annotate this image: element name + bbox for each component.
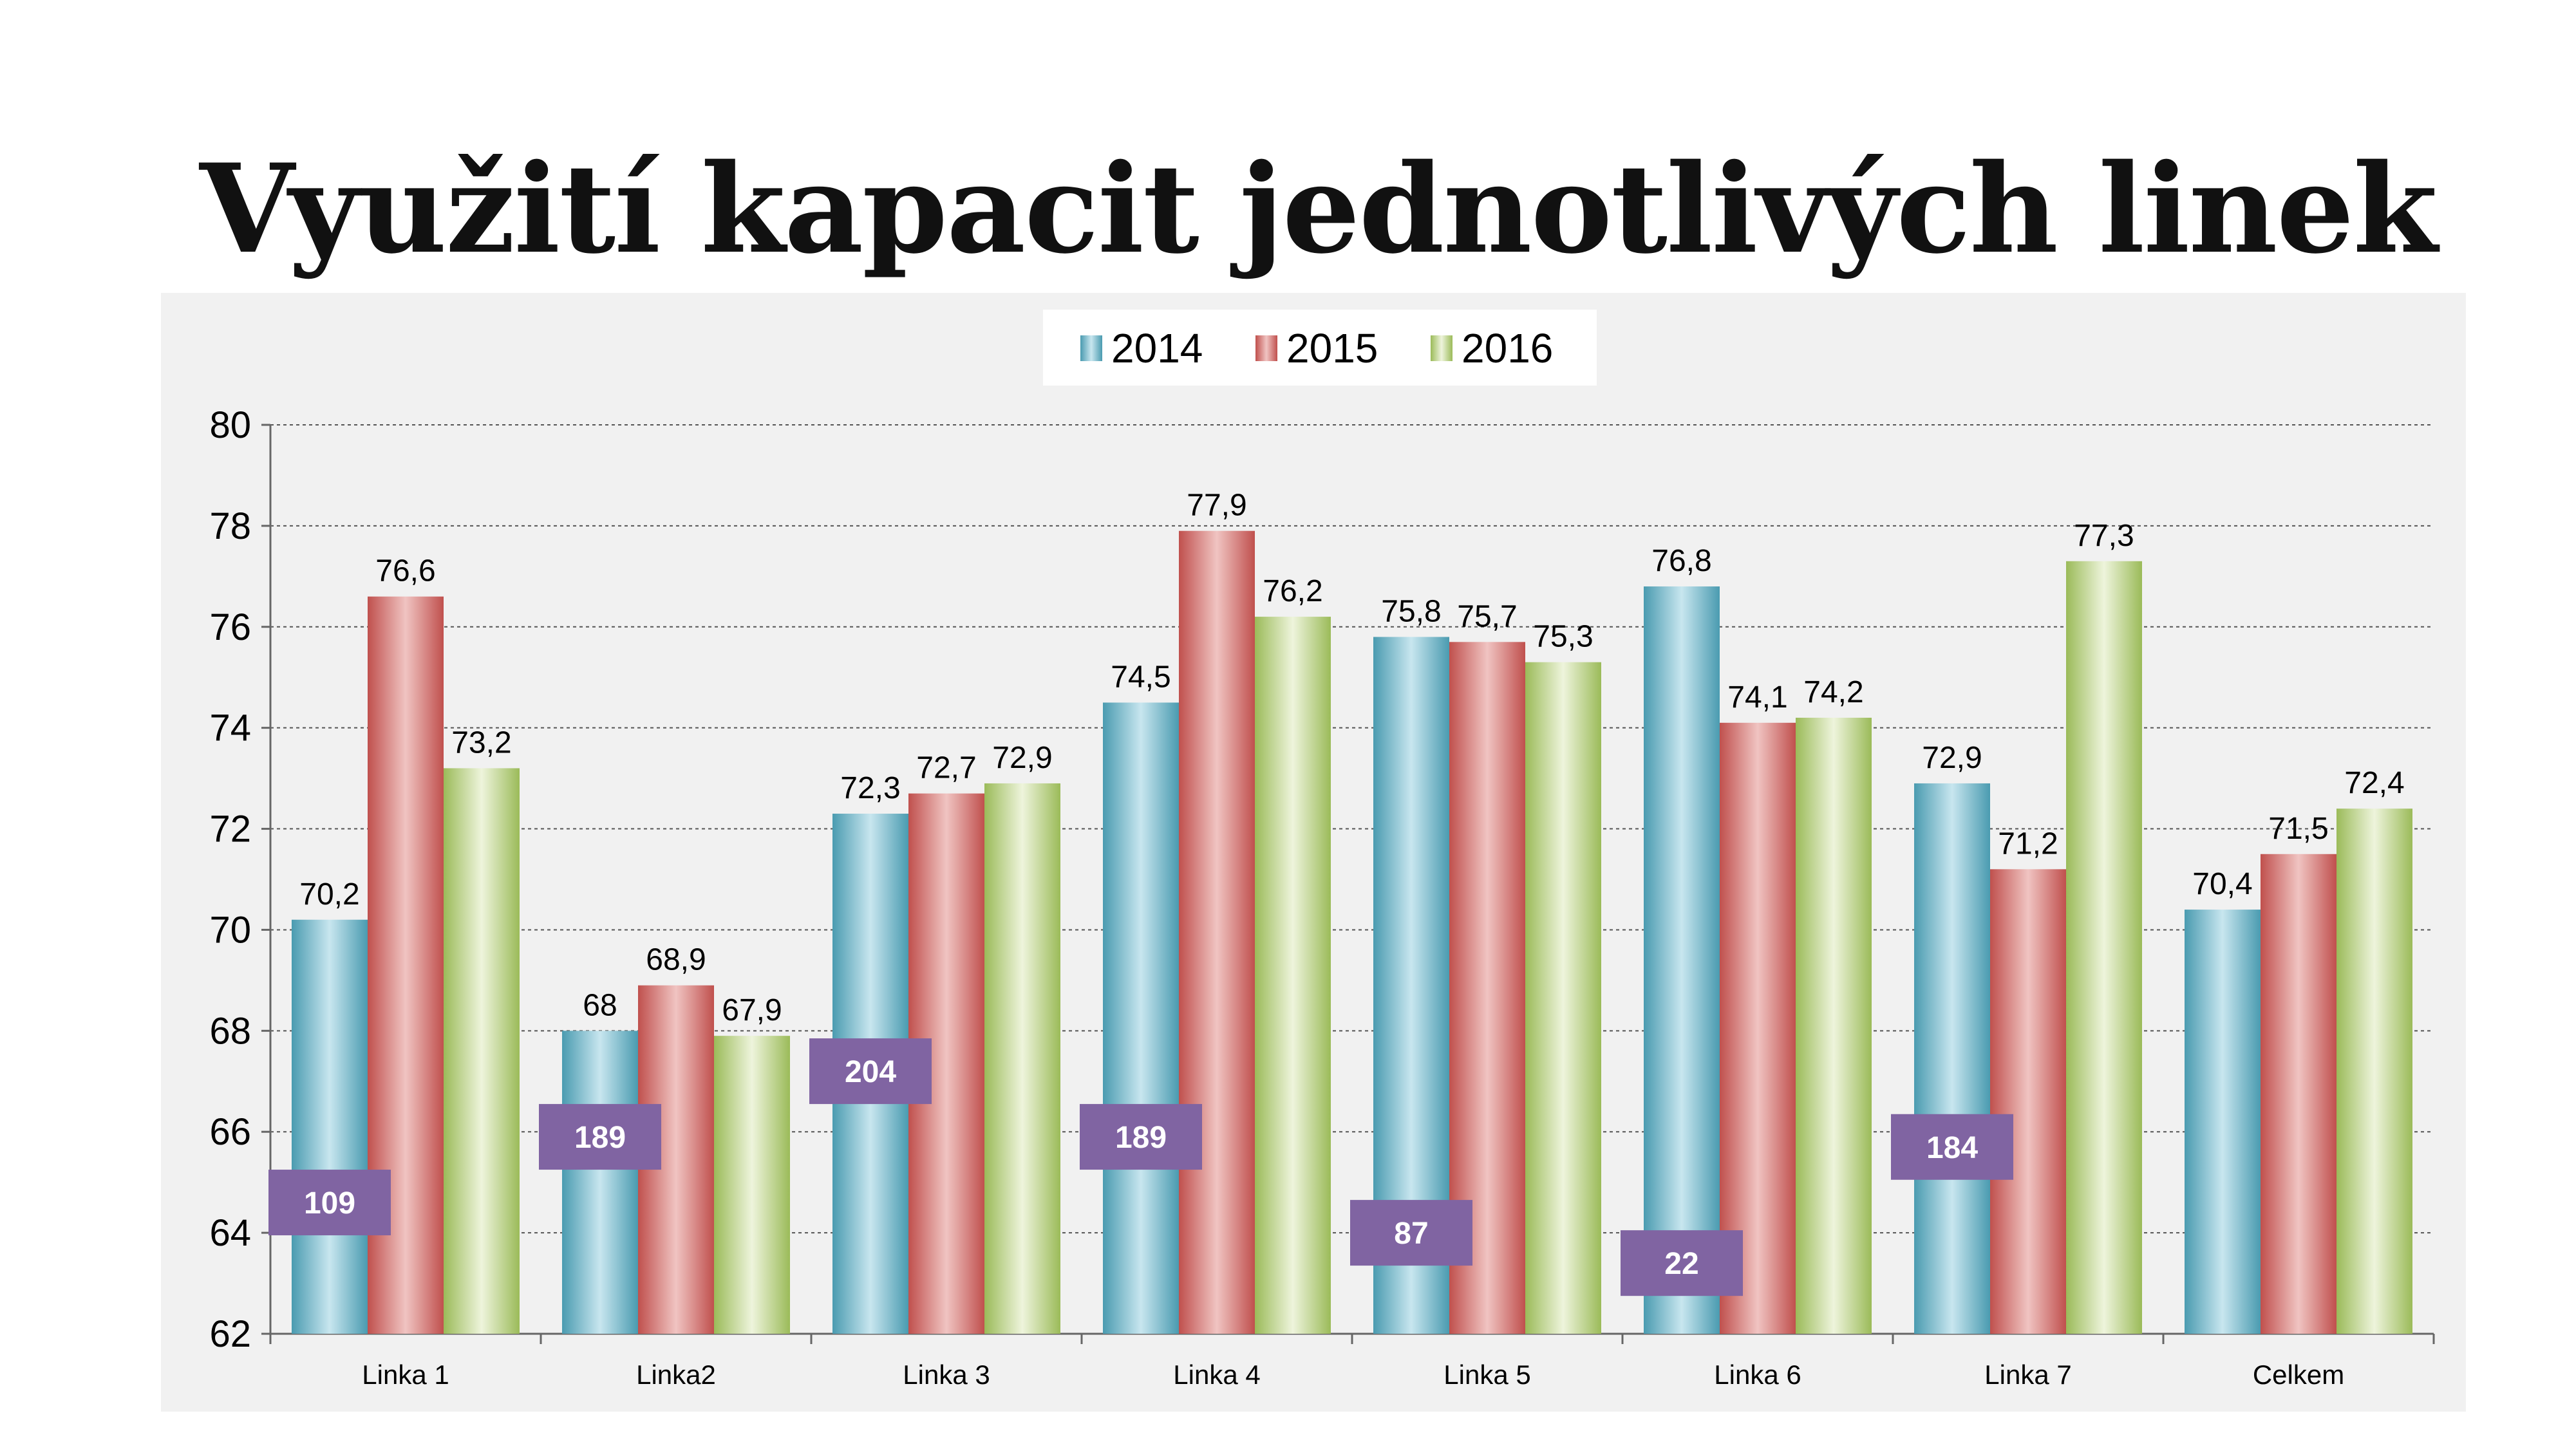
data-label: 75,7	[1457, 599, 1517, 633]
bar-2015	[2261, 854, 2336, 1334]
legend-label: 2016	[1462, 325, 1553, 371]
badge-label: 87	[1394, 1217, 1428, 1251]
data-label: 68	[583, 988, 617, 1022]
data-label: 74,5	[1111, 660, 1170, 694]
badge: 204	[809, 1038, 932, 1105]
badge: 189	[1080, 1104, 1202, 1170]
data-label: 76,8	[1651, 544, 1711, 578]
data-labels: 70,2 68 72,3 74,5 75,8 76,8 72,9 70,4 76,6 68,9 72…	[299, 489, 2404, 1027]
legend-label: 2015	[1286, 325, 1378, 371]
badge-box	[1350, 1200, 1472, 1266]
bar-2016	[1796, 717, 1872, 1334]
page-title: Využití kapacit jednotlivých linek	[200, 137, 2438, 281]
data-label: 73,2	[451, 725, 511, 760]
bar-2014	[1644, 586, 1720, 1334]
badge-box	[1080, 1104, 1202, 1170]
bar-2015	[1990, 869, 2066, 1334]
data-label: 77,3	[2074, 519, 2134, 553]
badge-box	[268, 1170, 391, 1236]
badge-label: 22	[1664, 1247, 1698, 1281]
annotation-badges: 109 189 204 189 87 22 184	[268, 1038, 2013, 1296]
badge-box	[1621, 1230, 1743, 1296]
badge-label: 109	[304, 1186, 355, 1220]
bar-2014	[562, 1031, 638, 1334]
data-label: 72,9	[1922, 741, 1982, 775]
x-tick-label: Linka 5	[1443, 1360, 1530, 1390]
badge-box	[539, 1104, 661, 1170]
x-tick-label: Linka 7	[1984, 1360, 2071, 1390]
bar-chart: 2014 2015 2016 62 64 66 68 70 72 74 76 78 80 Linka 1…	[161, 293, 2466, 1412]
legend-swatch-2014	[1080, 335, 1102, 361]
data-label: 75,3	[1533, 620, 1593, 654]
bar-2016	[1525, 662, 1601, 1334]
legend-label: 2014	[1111, 325, 1203, 371]
data-label: 74,1	[1727, 680, 1787, 715]
badge: 22	[1621, 1230, 1743, 1296]
data-label: 74,2	[1803, 675, 1863, 709]
bar-2016	[2066, 561, 2142, 1334]
data-label: 77,9	[1187, 489, 1246, 523]
y-tick-label: 78	[209, 505, 251, 547]
bar-2016	[984, 783, 1060, 1334]
bar-2016	[2336, 809, 2412, 1334]
data-label: 76,6	[375, 554, 435, 588]
badge-label: 204	[845, 1055, 896, 1089]
data-label: 70,4	[2192, 867, 2252, 901]
chart-area: 2014 2015 2016 62 64 66 68 70 72 74 76 78 80 Linka 1…	[161, 293, 2466, 1412]
bar-2014	[292, 919, 368, 1334]
bar-2015	[1179, 530, 1255, 1334]
badge-label: 189	[1115, 1121, 1167, 1155]
data-label: 75,8	[1381, 594, 1441, 628]
y-tick-label: 76	[209, 606, 251, 648]
badge: 184	[1891, 1114, 2013, 1180]
x-tick-label: Linka 4	[1173, 1360, 1260, 1390]
legend-box	[1043, 310, 1597, 386]
badge: 87	[1350, 1200, 1472, 1266]
data-label: 72,7	[916, 751, 976, 785]
bars	[292, 530, 2412, 1334]
badge-box	[1891, 1114, 2013, 1180]
data-label: 72,4	[2344, 766, 2404, 800]
legend: 2014 2015 2016	[1043, 310, 1597, 386]
badge-label: 184	[1926, 1131, 1978, 1165]
data-label: 68,9	[646, 943, 706, 977]
x-tick-label: Linka 1	[362, 1360, 449, 1390]
y-tick-label: 74	[209, 707, 251, 749]
x-tick-label: Linka2	[636, 1360, 716, 1390]
y-tick-label: 62	[209, 1313, 251, 1355]
bar-2016	[1255, 617, 1331, 1334]
data-label: 71,2	[1998, 827, 2058, 861]
y-tick-label: 72	[209, 809, 251, 850]
bar-2016	[444, 768, 520, 1334]
badge-label: 189	[574, 1121, 626, 1155]
data-label: 72,9	[992, 741, 1052, 775]
y-tick-label: 64	[209, 1212, 251, 1254]
data-label: 70,2	[299, 877, 359, 911]
badge-box	[809, 1038, 932, 1105]
x-tick-label: Celkem	[2253, 1360, 2344, 1390]
y-tick-label: 70	[209, 909, 251, 951]
badge: 189	[539, 1104, 661, 1170]
data-label: 71,5	[2268, 812, 2328, 846]
legend-swatch-2016	[1431, 335, 1453, 361]
bar-2014	[2185, 910, 2261, 1334]
y-tick-label: 80	[209, 404, 251, 446]
data-label: 72,3	[840, 771, 900, 805]
data-label: 67,9	[722, 993, 782, 1027]
x-tick-label: Linka 6	[1714, 1360, 1801, 1390]
x-tick-label: Linka 3	[903, 1360, 990, 1390]
legend-swatch-2015	[1255, 335, 1277, 361]
bar-2016	[714, 1036, 790, 1334]
bar-2014	[1914, 783, 1990, 1334]
bar-2014	[1103, 702, 1179, 1334]
y-tick-label: 66	[209, 1111, 251, 1153]
data-label: 76,2	[1263, 574, 1322, 608]
badge: 109	[268, 1170, 391, 1236]
y-tick-label: 68	[209, 1010, 251, 1052]
